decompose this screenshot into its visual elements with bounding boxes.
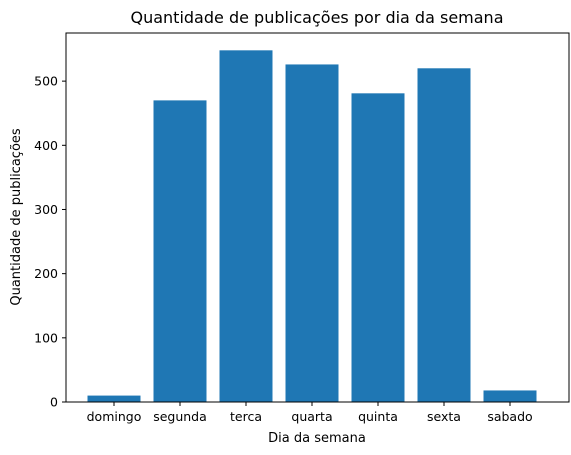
y-tick-label-400: 400 <box>34 138 58 153</box>
bar-quarta <box>285 64 339 402</box>
y-tick-label-100: 100 <box>34 330 58 345</box>
y-tick-label-0: 0 <box>50 395 58 410</box>
x-tick-label-quarta: quarta <box>291 409 332 424</box>
x-tick-label-segunda: segunda <box>153 409 207 424</box>
x-tick-label-sabado: sabado <box>487 409 532 424</box>
y-tick-label-200: 200 <box>34 266 58 281</box>
bar-quinta <box>351 93 405 402</box>
chart-title: Quantidade de publicações por dia da sem… <box>131 8 504 27</box>
y-axis: 0 100 200 300 400 500 <box>34 74 66 410</box>
y-tick-label-300: 300 <box>34 202 58 217</box>
y-axis-label: Quantidade de publicações <box>9 128 24 306</box>
bar-sexta <box>417 68 471 402</box>
y-tick-label-500: 500 <box>34 74 58 89</box>
x-axis-label: Dia da semana <box>268 431 366 446</box>
x-axis: domingo segunda terca quarta quinta sexta saba… <box>87 402 533 424</box>
bar-segunda <box>153 100 207 403</box>
x-tick-label-sexta: sexta <box>427 409 461 424</box>
plot-area <box>65 32 570 403</box>
bars <box>87 50 537 403</box>
x-tick-label-quinta: quinta <box>358 409 398 424</box>
x-tick-label-terca: terca <box>230 409 262 424</box>
bar-terca <box>219 50 273 402</box>
plot-frame <box>65 32 570 403</box>
x-tick-label-domingo: domingo <box>87 409 142 424</box>
bar-domingo <box>87 395 141 402</box>
bar-sabado <box>483 390 537 402</box>
